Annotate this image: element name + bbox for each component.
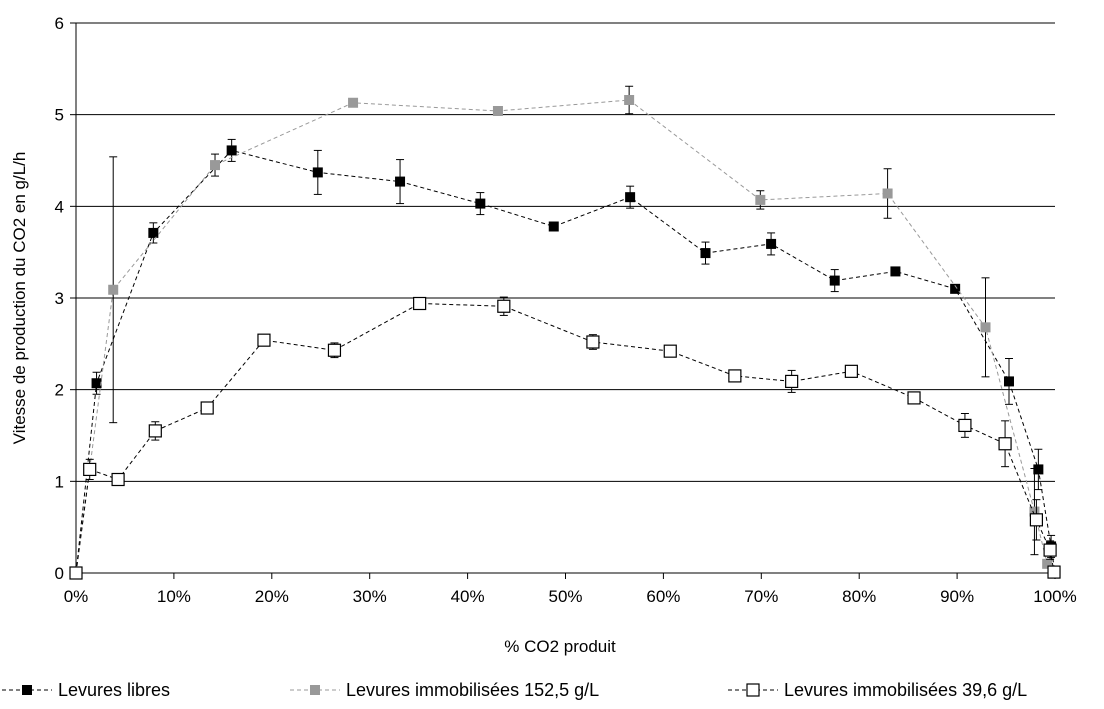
point-marker — [1042, 558, 1053, 569]
series-layer — [69, 85, 1061, 580]
point-marker — [625, 192, 636, 203]
point-marker — [497, 299, 511, 313]
series-3 — [69, 296, 1061, 580]
x-tick-label: 10% — [157, 587, 191, 606]
point-marker — [310, 685, 320, 695]
series-line — [75, 149, 1056, 574]
y-tick-label: 3 — [55, 289, 64, 308]
gridlines — [76, 22, 1055, 482]
point-marker — [958, 418, 972, 433]
point-marker — [148, 424, 162, 438]
x-tick-label: 60% — [646, 587, 680, 606]
point-marker — [83, 462, 97, 477]
legend-item-2: Levures immobilisées 152,5 g/L — [290, 680, 599, 700]
point-marker — [882, 188, 893, 199]
point-marker — [844, 364, 858, 378]
point-marker — [1003, 376, 1014, 387]
y-tick-label: 4 — [55, 197, 64, 216]
x-tick-label: 70% — [744, 587, 778, 606]
x-tick-label: 30% — [353, 587, 387, 606]
point-marker — [1047, 565, 1061, 579]
point-marker — [69, 566, 83, 580]
x-tick-label: 80% — [842, 587, 876, 606]
x-tick-label: 20% — [255, 587, 289, 606]
legend-label: Levures immobilisées 152,5 g/L — [346, 680, 599, 700]
series-line — [75, 99, 1056, 574]
point-marker — [746, 683, 760, 697]
point-marker — [766, 238, 777, 249]
legend-label: Levures immobilisées 39,6 g/L — [784, 680, 1027, 700]
point-marker — [663, 344, 677, 358]
point-marker — [907, 391, 921, 405]
point-marker — [257, 333, 271, 347]
point-marker — [312, 167, 323, 178]
point-marker — [950, 283, 961, 294]
point-marker — [1029, 506, 1040, 517]
point-marker — [728, 369, 742, 383]
legend: Levures libres Levures immobilisées 152,5… — [2, 680, 1027, 700]
x-axis-label: % CO2 produit — [504, 637, 616, 656]
point-marker — [785, 374, 799, 389]
legend-item-1: Levures libres — [2, 680, 170, 700]
point-marker — [91, 378, 102, 389]
y-tick-label: 2 — [55, 381, 64, 400]
point-marker — [700, 248, 711, 259]
x-axis-ticks: 0% 10% 20% 30% 40% 50% 60% 70% 80% 90% 100% — [64, 573, 1077, 606]
point-marker — [755, 194, 766, 205]
point-marker — [492, 106, 503, 116]
series-2 — [71, 85, 1060, 578]
point-marker — [548, 221, 559, 232]
y-tick-label: 0 — [55, 564, 64, 583]
x-tick-label: 40% — [451, 587, 485, 606]
point-marker — [111, 472, 125, 487]
point-marker — [980, 322, 991, 333]
point-marker — [22, 685, 32, 695]
point-marker — [413, 296, 427, 311]
point-marker — [108, 284, 119, 295]
point-marker — [890, 266, 901, 277]
point-marker — [148, 227, 159, 238]
point-marker — [348, 97, 359, 108]
series-line — [75, 302, 1055, 574]
x-tick-label: 90% — [940, 587, 974, 606]
x-tick-label: 50% — [548, 587, 582, 606]
point-marker — [998, 437, 1012, 451]
series-1 — [71, 138, 1060, 578]
point-marker — [1043, 543, 1057, 557]
point-marker — [1033, 464, 1044, 475]
point-marker — [624, 95, 635, 105]
x-tick-label: 0% — [64, 587, 89, 606]
legend-item-3: Levures immobilisées 39,6 g/L — [728, 680, 1027, 700]
point-marker — [226, 145, 237, 156]
x-tick-label: 100% — [1033, 587, 1076, 606]
point-marker — [829, 275, 840, 286]
point-marker — [210, 160, 221, 171]
y-axis-label: Vitesse de production du CO2 en g/L/h — [10, 152, 29, 445]
point-marker — [475, 198, 486, 209]
point-marker — [1029, 513, 1043, 527]
legend-label: Levures libres — [58, 680, 170, 700]
point-marker — [395, 176, 406, 187]
y-tick-label: 5 — [55, 106, 64, 125]
y-axis-ticks: 0 1 2 3 4 5 6 — [55, 14, 76, 583]
point-marker — [327, 343, 342, 357]
point-marker — [200, 401, 214, 415]
y-tick-label: 6 — [55, 14, 64, 33]
y-tick-label: 1 — [55, 472, 64, 491]
point-marker — [586, 335, 600, 349]
